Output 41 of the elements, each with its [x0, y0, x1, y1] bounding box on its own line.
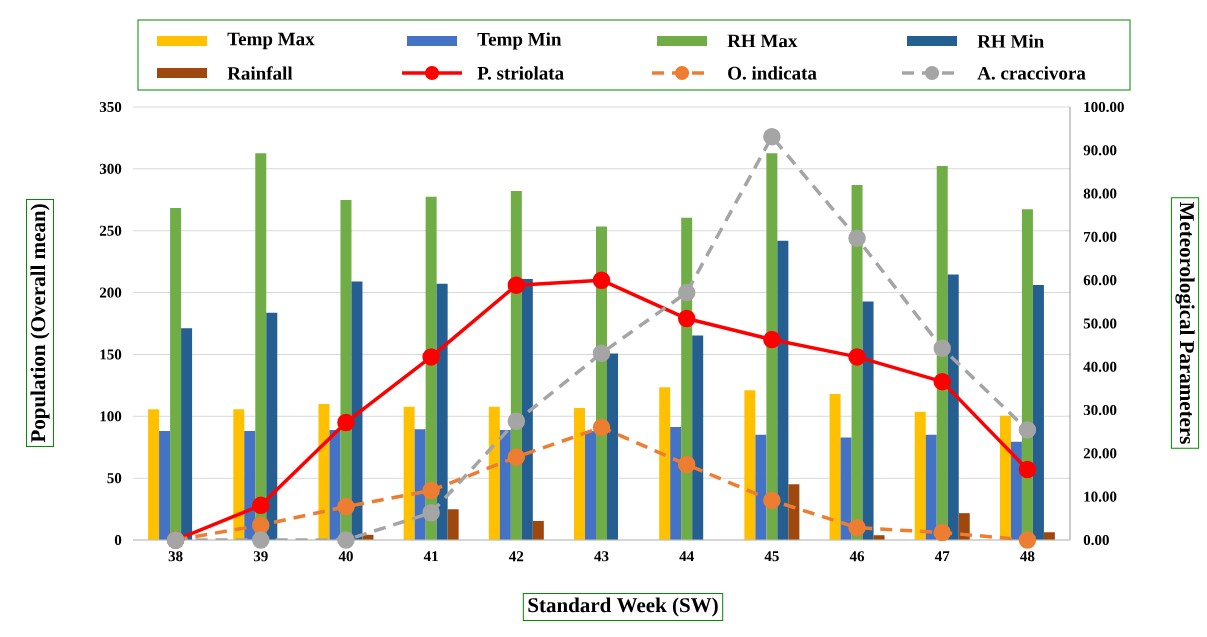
- legend-label: RH Min: [977, 34, 1044, 48]
- legend-label: O. indicata: [728, 66, 817, 80]
- y2-tick-label: 40.00: [1083, 361, 1117, 372]
- y-tick-label: 350: [99, 101, 122, 113]
- y2-tick-label: 30.00: [1083, 405, 1117, 416]
- y-tick-label: 150: [100, 349, 122, 360]
- y-tick-label: 50: [107, 473, 122, 484]
- x-axis-title: Standard Week (SW): [528, 597, 718, 617]
- x-tick-label: 45: [764, 551, 779, 562]
- legend-label: Temp Max: [227, 32, 315, 50]
- x-tick-label: 42: [509, 551, 524, 562]
- y2-tick-label: 60.00: [1083, 275, 1117, 286]
- y2-tick-label: 100.00: [1084, 101, 1124, 113]
- y-axis-title: Population (Overall mean): [30, 204, 50, 443]
- x-tick-label: 44: [679, 551, 694, 562]
- y2-tick-label: 10.00: [1084, 491, 1117, 502]
- legend-label: Rainfall: [227, 66, 293, 80]
- y2-tick-label: 70.00: [1084, 231, 1117, 242]
- x-tick-label: 47: [934, 551, 950, 562]
- y-tick-label: 250: [99, 225, 122, 236]
- y-tick-label: 0: [114, 534, 122, 546]
- x-tick-label: 43: [594, 551, 609, 562]
- y2-tick-label: 20.00: [1083, 448, 1117, 459]
- y-tick-label: 100: [100, 411, 122, 422]
- legend-label: Temp Min: [477, 32, 562, 50]
- x-tick-label: 41: [423, 551, 438, 562]
- y-tick-label: 300: [99, 163, 122, 174]
- y2-axis-title: Meteorological Parameters: [1175, 201, 1195, 444]
- x-tick-label: 48: [1020, 551, 1035, 562]
- legend-label: RH Max: [727, 34, 798, 48]
- y2-tick-label: 80.00: [1083, 188, 1117, 199]
- y-tick-label: 200: [99, 287, 122, 298]
- y2-tick-label: 0.00: [1083, 534, 1109, 546]
- y2-tick-label: 90.00: [1083, 145, 1117, 156]
- y2-tick-label: 50.00: [1083, 318, 1117, 329]
- legend-label: P. striolata: [477, 66, 564, 80]
- x-tick-label: 39: [253, 551, 268, 562]
- x-tick-label: 46: [849, 551, 865, 562]
- x-tick-label: 38: [168, 551, 183, 562]
- legend-label: A. craccivora: [977, 66, 1086, 80]
- x-tick-label: 40: [338, 551, 353, 562]
